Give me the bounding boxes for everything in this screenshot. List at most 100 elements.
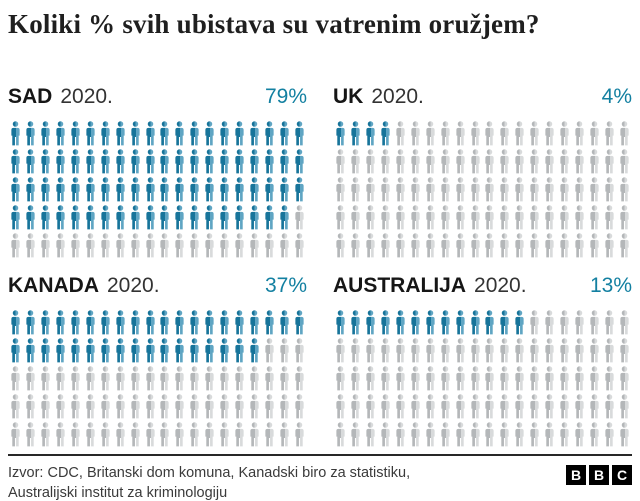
person-icon-empty [620, 394, 629, 419]
person-icon-empty [530, 121, 539, 146]
person-icon-empty [190, 422, 199, 447]
person-icon-empty [545, 233, 554, 258]
person-icon-empty [145, 366, 155, 391]
person-icon-empty [366, 177, 375, 202]
person-icon-empty [295, 233, 304, 258]
person-icon-empty [426, 394, 435, 419]
person-icon-empty [545, 338, 554, 363]
person-icon-empty [41, 233, 50, 258]
person-icon-empty [605, 149, 614, 174]
person-icon-filled [71, 205, 80, 230]
person-icon-empty [485, 121, 495, 146]
person-icon-filled [190, 338, 199, 363]
person-icon-empty [440, 149, 450, 174]
person-icon-empty [485, 366, 495, 391]
person-icon-empty [396, 394, 405, 419]
person-icon-filled [351, 121, 360, 146]
person-icon-empty [115, 394, 125, 419]
person-icon-filled [11, 149, 20, 174]
person-icon-filled [280, 310, 289, 335]
person-icon-empty [351, 394, 360, 419]
person-icon-filled [26, 177, 35, 202]
person-icon-filled [250, 121, 259, 146]
person-icon-filled [101, 205, 110, 230]
person-icon-empty [575, 394, 584, 419]
person-icon-empty [160, 422, 170, 447]
person-icon-empty [515, 338, 524, 363]
panels-grid: SAD 2020. 79% UK 2020. 4% KANADA 2 [8, 84, 632, 448]
bbc-logo: B B C [566, 465, 632, 486]
person-icon-empty [545, 149, 554, 174]
person-icon-empty [545, 310, 554, 335]
person-icon-empty [440, 338, 450, 363]
person-icon-empty [351, 422, 360, 447]
person-icon-empty [530, 233, 539, 258]
person-icon-filled [265, 310, 274, 335]
pictogram-grid-sad [8, 121, 307, 258]
person-icon-empty [530, 394, 539, 419]
person-icon-empty [455, 394, 465, 419]
person-icon-filled [381, 310, 390, 335]
person-icon-empty [426, 177, 435, 202]
source-line-1: Izvor: CDC, Britanski dom komuna, Kanads… [8, 465, 411, 482]
person-icon-filled [295, 121, 304, 146]
person-icon-empty [545, 205, 554, 230]
person-icon-filled [115, 149, 125, 174]
person-icon-filled [396, 310, 405, 335]
person-icon-empty [560, 310, 569, 335]
person-icon-empty [336, 233, 345, 258]
person-icon-empty [336, 149, 345, 174]
person-icon-empty [265, 338, 274, 363]
person-icon-empty [620, 149, 629, 174]
person-icon-empty [190, 233, 199, 258]
person-icon-filled [336, 310, 345, 335]
person-icon-empty [411, 121, 420, 146]
person-icon-filled [250, 310, 259, 335]
person-icon-empty [515, 177, 524, 202]
person-icon-empty [455, 177, 465, 202]
person-icon-filled [190, 149, 199, 174]
person-icon-empty [575, 366, 584, 391]
person-icon-filled [86, 205, 95, 230]
person-icon-empty [250, 233, 259, 258]
person-icon-empty [295, 394, 304, 419]
person-icon-filled [175, 177, 185, 202]
person-icon-filled [41, 149, 50, 174]
year-label: 2020. [371, 84, 424, 108]
person-icon-empty [411, 394, 420, 419]
person-icon-empty [56, 422, 65, 447]
person-icon-empty [396, 338, 405, 363]
person-icon-empty [620, 366, 629, 391]
person-icon-empty [545, 394, 554, 419]
value-label: 37% [264, 274, 307, 297]
person-icon-empty [26, 366, 35, 391]
value-label: 79% [264, 84, 307, 108]
person-icon-empty [396, 422, 405, 447]
person-icon-empty [530, 310, 539, 335]
person-icon-empty [351, 149, 360, 174]
person-icon-empty [160, 394, 170, 419]
person-icon-empty [575, 205, 584, 230]
bbc-logo-letter: C [612, 465, 632, 486]
person-icon-empty [470, 121, 480, 146]
person-icon-filled [205, 121, 214, 146]
person-icon-empty [530, 366, 539, 391]
person-icon-filled [235, 205, 244, 230]
person-icon-filled [26, 205, 35, 230]
person-icon-empty [396, 205, 405, 230]
panel-australija-header: AUSTRALIJA 2020. 13% [333, 273, 632, 299]
person-icon-empty [500, 422, 510, 447]
panel-kanada-label: KANADA 2020. [8, 273, 160, 299]
person-icon-empty [515, 422, 524, 447]
person-icon-empty [56, 366, 65, 391]
bbc-logo-letter: B [566, 465, 586, 486]
person-icon-empty [101, 394, 110, 419]
person-icon-filled [235, 338, 244, 363]
person-icon-empty [160, 233, 170, 258]
person-icon-empty [11, 394, 20, 419]
person-icon-empty [455, 205, 465, 230]
person-icon-empty [115, 422, 125, 447]
person-icon-empty [265, 233, 274, 258]
person-icon-empty [366, 422, 375, 447]
person-icon-empty [101, 233, 110, 258]
